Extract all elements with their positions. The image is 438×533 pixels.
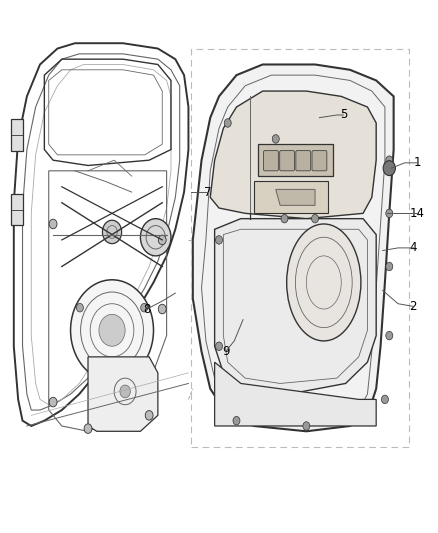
Circle shape — [49, 397, 57, 407]
Circle shape — [386, 332, 393, 340]
Circle shape — [311, 214, 318, 223]
Polygon shape — [193, 64, 394, 431]
Text: 5: 5 — [340, 109, 347, 122]
Polygon shape — [215, 219, 376, 394]
Text: 8: 8 — [143, 303, 151, 316]
Circle shape — [303, 422, 310, 430]
Circle shape — [109, 371, 116, 379]
Circle shape — [141, 303, 148, 312]
Polygon shape — [210, 91, 376, 219]
Circle shape — [386, 262, 393, 271]
Circle shape — [145, 410, 153, 420]
Circle shape — [215, 342, 223, 351]
Circle shape — [272, 135, 279, 143]
Polygon shape — [88, 357, 158, 431]
Circle shape — [120, 385, 131, 398]
Circle shape — [99, 314, 125, 346]
Text: 9: 9 — [222, 345, 230, 358]
Polygon shape — [254, 181, 328, 213]
Circle shape — [383, 161, 396, 175]
Circle shape — [215, 236, 223, 244]
Circle shape — [224, 119, 231, 127]
Circle shape — [386, 209, 393, 217]
Circle shape — [102, 220, 122, 244]
Circle shape — [386, 156, 393, 165]
Text: 14: 14 — [410, 207, 425, 220]
Circle shape — [76, 303, 83, 312]
FancyBboxPatch shape — [280, 151, 294, 171]
Circle shape — [84, 424, 92, 433]
Polygon shape — [215, 362, 376, 426]
Circle shape — [158, 235, 166, 245]
Circle shape — [381, 395, 389, 403]
Circle shape — [71, 280, 153, 381]
Circle shape — [233, 416, 240, 425]
Polygon shape — [258, 144, 332, 176]
Text: 7: 7 — [205, 185, 212, 199]
Circle shape — [49, 219, 57, 229]
Circle shape — [281, 214, 288, 223]
Text: 4: 4 — [410, 241, 417, 254]
Text: 2: 2 — [410, 300, 417, 313]
FancyBboxPatch shape — [312, 151, 327, 171]
Text: 1: 1 — [414, 156, 421, 169]
FancyBboxPatch shape — [296, 151, 311, 171]
Ellipse shape — [287, 224, 361, 341]
FancyBboxPatch shape — [11, 193, 23, 225]
Circle shape — [141, 219, 171, 256]
Polygon shape — [276, 189, 315, 205]
FancyBboxPatch shape — [11, 119, 23, 151]
Circle shape — [158, 304, 166, 314]
FancyBboxPatch shape — [264, 151, 279, 171]
